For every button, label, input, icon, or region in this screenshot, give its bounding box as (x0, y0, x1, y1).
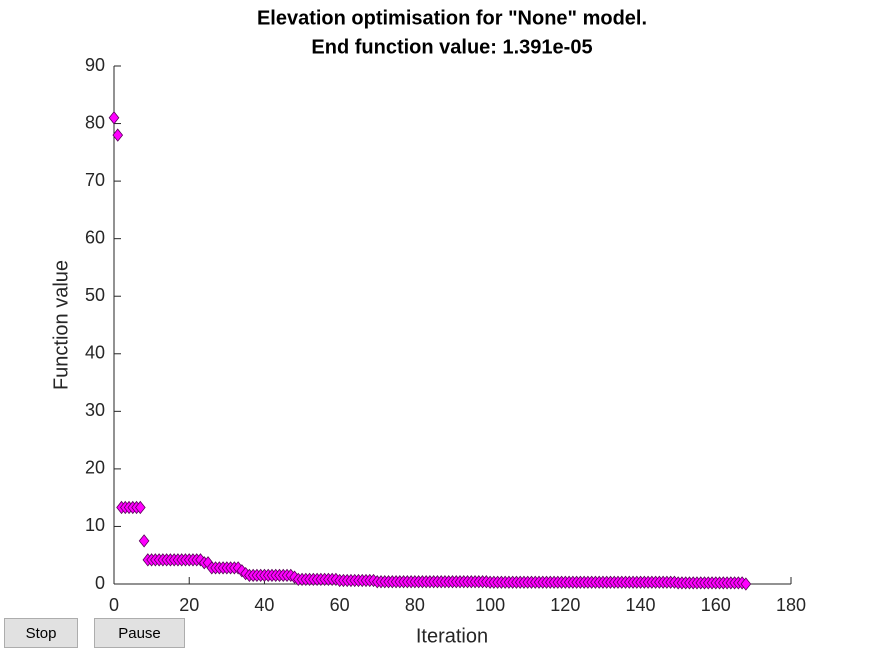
chart-subtitle: End function value: 1.391e-05 (311, 36, 592, 58)
x-axis-label: Iteration (416, 625, 488, 647)
x-tick-label: 20 (179, 595, 199, 615)
x-tick-label: 80 (405, 595, 425, 615)
x-tick-label: 120 (550, 595, 580, 615)
y-tick-label: 0 (95, 573, 105, 593)
data-point (138, 534, 150, 548)
y-tick-label: 70 (85, 170, 105, 190)
x-tick-label: 100 (475, 595, 505, 615)
x-tick-label: 180 (776, 595, 806, 615)
y-tick-label: 50 (85, 285, 105, 305)
x-tick-label: 60 (330, 595, 350, 615)
y-tick-label: 20 (85, 458, 105, 478)
y-tick-label: 10 (85, 515, 105, 535)
data-point (740, 577, 752, 591)
y-tick-label: 80 (85, 112, 105, 132)
x-tick-label: 0 (109, 595, 119, 615)
stop-button[interactable]: Stop (4, 618, 78, 648)
data-point (135, 500, 146, 515)
pause-button[interactable]: Pause (94, 618, 185, 648)
x-tick-label: 160 (701, 595, 731, 615)
y-tick-label: 60 (85, 227, 105, 247)
chart-title: Elevation optimisation for "None" model. (257, 7, 647, 29)
y-tick-label: 40 (85, 343, 105, 363)
y-tick-label: 90 (85, 55, 105, 75)
x-tick-label: 140 (626, 595, 656, 615)
y-tick-label: 30 (85, 400, 105, 420)
data-point (112, 128, 124, 142)
x-tick-label: 40 (254, 595, 274, 615)
data-point (108, 111, 120, 125)
y-axis-label: Function value (50, 260, 72, 390)
